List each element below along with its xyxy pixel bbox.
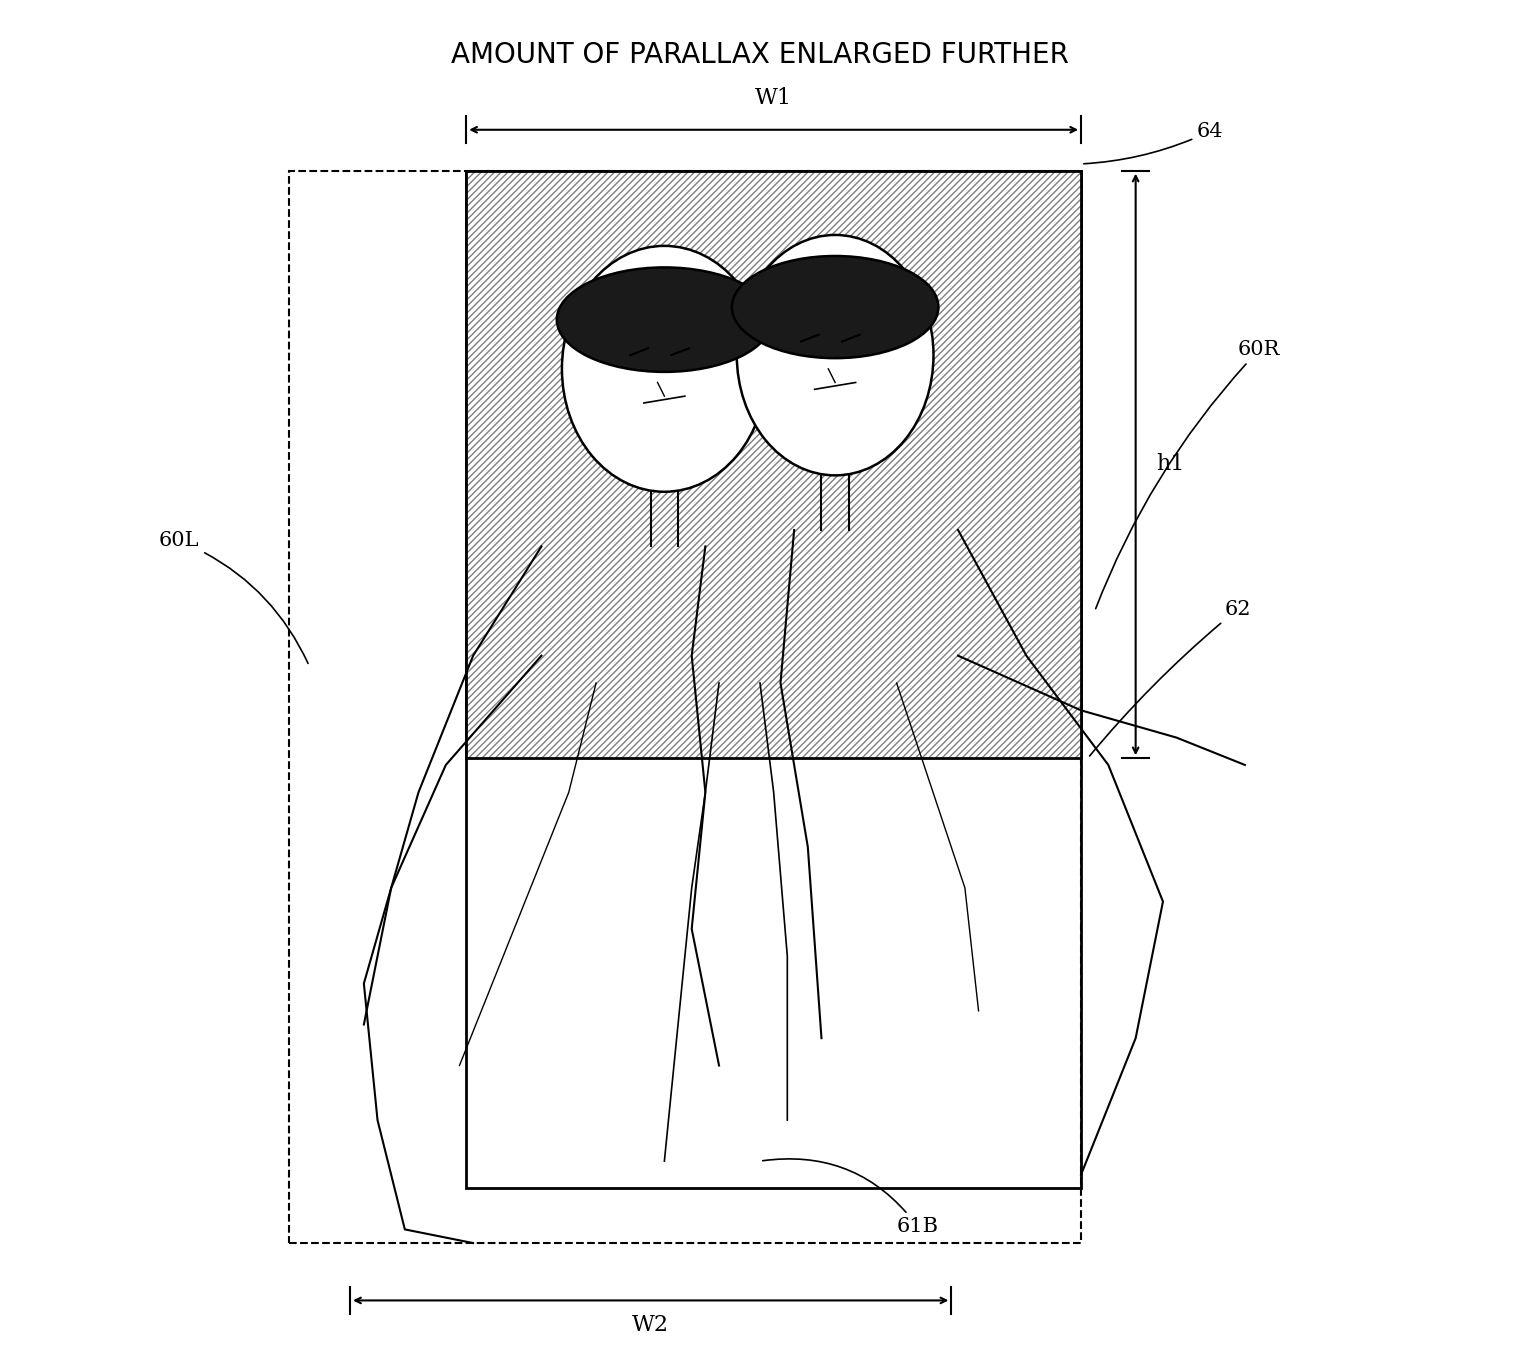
Text: 60R: 60R [1096, 340, 1280, 609]
Ellipse shape [731, 255, 938, 358]
Bar [467, 171, 1081, 758]
Ellipse shape [562, 246, 766, 492]
Ellipse shape [737, 235, 933, 475]
Bar [467, 171, 1081, 1188]
Text: 61B: 61B [763, 1158, 939, 1236]
Text: 60L: 60L [160, 531, 309, 664]
Text: AMOUNT OF PARALLAX ENLARGED FURTHER: AMOUNT OF PARALLAX ENLARGED FURTHER [451, 41, 1069, 68]
Bar [289, 171, 1081, 1243]
Text: 64: 64 [1084, 122, 1224, 164]
Text: h1: h1 [1157, 454, 1184, 475]
Bar [467, 171, 1081, 758]
Ellipse shape [556, 268, 772, 372]
Text: W2: W2 [632, 1314, 669, 1336]
Text: W1: W1 [755, 87, 792, 109]
Text: 62: 62 [1090, 600, 1251, 755]
